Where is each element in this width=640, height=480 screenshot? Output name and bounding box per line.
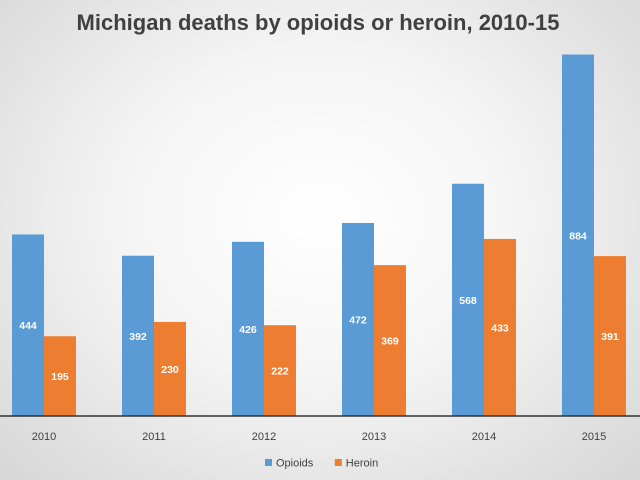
bar-heroin-2010: [44, 336, 76, 416]
bar-heroin-2014: [484, 238, 516, 416]
data-label-opioids-2015: 884: [569, 230, 587, 242]
data-label-opioids-2013: 472: [349, 315, 367, 327]
bar-heroin-2011: [154, 321, 186, 416]
data-label-heroin-2014: 433: [491, 322, 509, 334]
bar-opioids-2015: [562, 54, 594, 416]
data-label-opioids-2010: 444: [19, 320, 37, 332]
data-label-opioids-2014: 568: [459, 295, 477, 307]
legend-swatch-heroin: [334, 459, 342, 466]
bar-heroin-2012: [264, 325, 296, 416]
bar-opioids-2014: [452, 183, 484, 416]
data-label-heroin-2012: 222: [271, 366, 289, 378]
bars-layer: 444 195 392 230 426 222 472 369 568 433 884 391: [12, 54, 626, 416]
legend: Opioids Heroin: [265, 458, 378, 470]
bar-opioids-2010: [12, 234, 44, 416]
data-label-heroin-2013: 369: [381, 336, 399, 348]
x-tick-label: 2014: [472, 431, 496, 443]
data-label-heroin-2011: 230: [161, 364, 179, 376]
legend-label-heroin: Heroin: [346, 458, 378, 470]
bar-opioids-2011: [122, 255, 154, 416]
bar-heroin-2013: [374, 265, 406, 416]
x-tick-label: 2013: [362, 431, 386, 443]
chart-title: Michigan deaths by opioids or heroin, 20…: [77, 10, 560, 35]
bar-opioids-2013: [342, 223, 374, 416]
x-axis-ticks: 2010 2011 2012 2013 2014 2015: [32, 431, 606, 443]
bar-opioids-2012: [232, 241, 264, 416]
bar-heroin-2015: [594, 256, 626, 416]
x-tick-label: 2015: [582, 431, 606, 443]
x-tick-label: 2012: [252, 431, 276, 443]
data-label-opioids-2012: 426: [239, 324, 257, 336]
data-label-heroin-2010: 195: [51, 371, 69, 383]
x-tick-label: 2010: [32, 431, 56, 443]
data-label-opioids-2011: 392: [129, 331, 147, 343]
x-tick-label: 2011: [142, 431, 166, 443]
legend-label-opioids: Opioids: [276, 458, 314, 470]
legend-swatch-opioids: [265, 459, 272, 466]
data-label-heroin-2015: 391: [601, 331, 619, 343]
